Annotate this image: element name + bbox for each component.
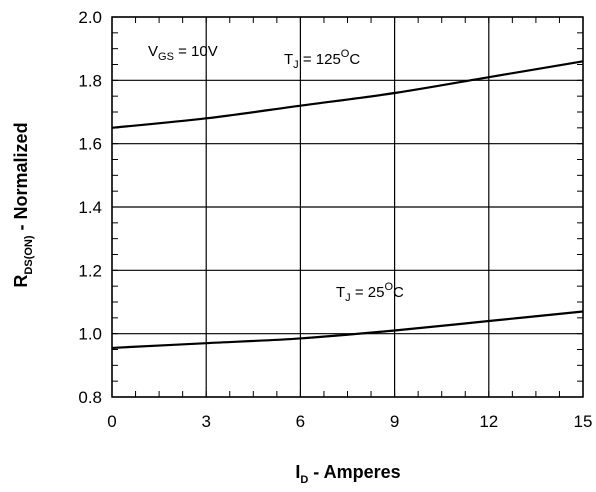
vgs-main: V — [148, 43, 158, 60]
x-axis-title: ID - Amperes — [295, 462, 400, 486]
x-title-rest: - Amperes — [308, 462, 400, 482]
y-tick-label-1: 1.0 — [78, 325, 102, 344]
series-group — [111, 60, 584, 350]
x-tick-label-3: 9 — [390, 412, 399, 431]
x-tick-label-1: 3 — [201, 412, 210, 431]
x-title-sub: D — [300, 474, 308, 486]
y-tick-label-4: 1.6 — [78, 135, 102, 154]
tj125-tail: C — [349, 51, 360, 68]
tj25-tail: C — [393, 284, 404, 301]
tj125-sub: J — [293, 59, 299, 71]
vgs-rest: = 10V — [174, 43, 218, 60]
y-tick-label-2: 1.2 — [78, 261, 102, 280]
annotation-tj125: TJ = 125OC — [284, 48, 360, 71]
tj25-main: T — [336, 284, 345, 301]
x-tick-label-2: 6 — [296, 412, 305, 431]
tj25-sup: O — [384, 281, 393, 293]
x-tick-label-5: 15 — [574, 412, 593, 431]
tj125-rest: = 125 — [299, 51, 341, 68]
y-axis-title: RDS(ON) - Normalized — [11, 122, 35, 287]
series-line-0 — [111, 60, 584, 129]
y-tick-label-3: 1.4 — [78, 198, 102, 217]
x-tick-label-4: 12 — [479, 412, 498, 431]
tj25-rest: = 25 — [351, 284, 385, 301]
x-tick-label-0: 0 — [107, 412, 116, 431]
x-tick-labels: 0 3 6 9 12 15 — [107, 412, 592, 431]
y-tick-label-5: 1.8 — [78, 71, 102, 90]
y-tick-labels: 0.8 1.0 1.2 1.4 1.6 1.8 2.0 — [78, 8, 102, 407]
tj125-sup: O — [341, 48, 350, 60]
plot-frame — [111, 16, 584, 398]
x-title-main: I — [295, 462, 300, 482]
vgs-sub: GS — [158, 51, 174, 63]
y-tick-label-0: 0.8 — [78, 388, 102, 407]
tj25-sub: J — [345, 292, 351, 304]
series-line-1 — [111, 310, 584, 350]
y-title-rest: - Normalized — [11, 122, 31, 235]
y-tick-label-6: 2.0 — [78, 8, 102, 27]
y-title-main: R — [11, 275, 31, 288]
annotation-vgs: VGS = 10V — [148, 43, 218, 63]
annotation-tj25: TJ = 25OC — [336, 281, 404, 304]
y-title-sub: DS(ON) — [23, 235, 35, 274]
tj125-main: T — [284, 51, 293, 68]
